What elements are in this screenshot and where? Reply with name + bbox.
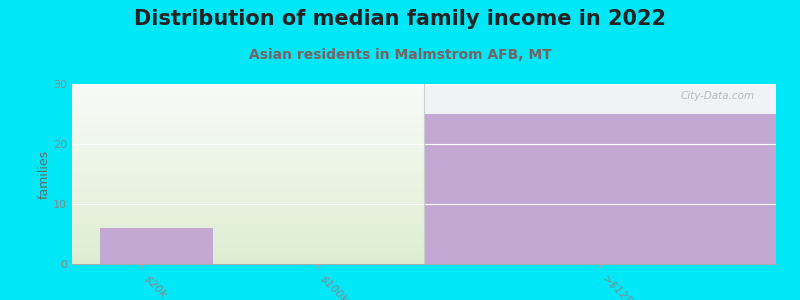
Text: City-Data.com: City-Data.com [681,91,755,101]
Y-axis label: families: families [38,149,50,199]
Text: Asian residents in Malmstrom AFB, MT: Asian residents in Malmstrom AFB, MT [249,48,551,62]
Text: Distribution of median family income in 2022: Distribution of median family income in … [134,9,666,29]
